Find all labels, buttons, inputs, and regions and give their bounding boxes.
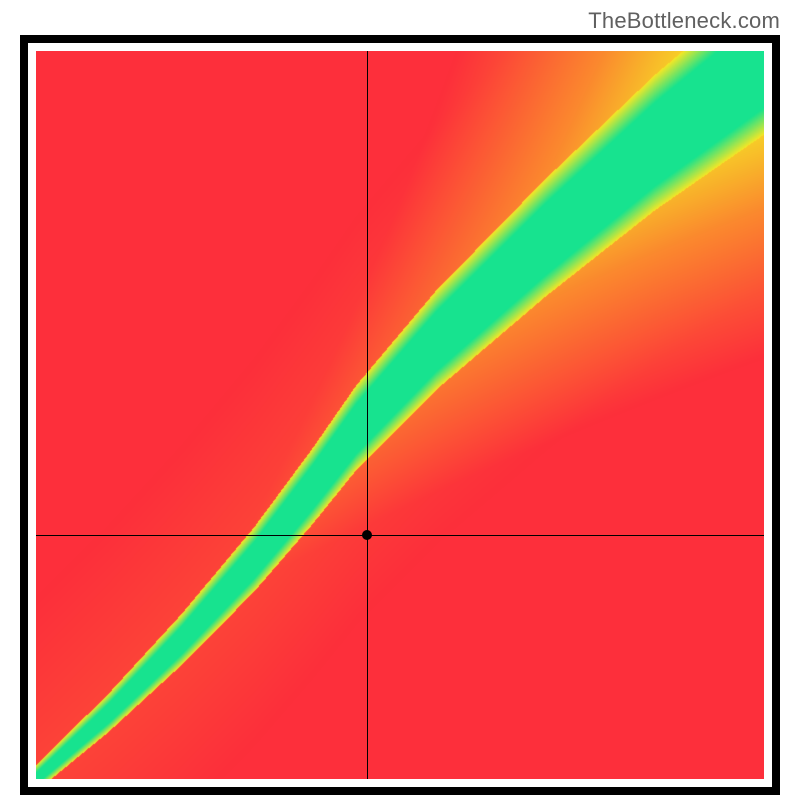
crosshair-horizontal <box>36 535 764 536</box>
crosshair-vertical <box>367 51 368 779</box>
crosshair-marker <box>362 530 372 540</box>
heatmap-canvas <box>36 51 764 779</box>
chart-container: TheBottleneck.com <box>0 0 800 800</box>
watermark-label: TheBottleneck.com <box>588 8 780 34</box>
heatmap-plot <box>36 51 764 779</box>
